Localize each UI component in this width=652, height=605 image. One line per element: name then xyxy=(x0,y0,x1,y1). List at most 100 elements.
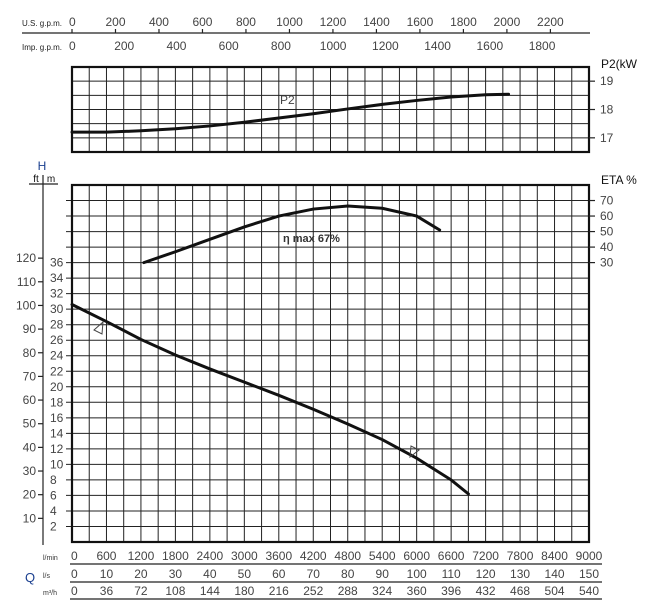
m-tick: 28 xyxy=(50,318,64,332)
bottom-scale-tick: 5400 xyxy=(369,549,396,563)
top-scale-tick: 400 xyxy=(149,15,169,29)
bottom-scale-tick: 288 xyxy=(338,584,358,598)
top-scale-tick: 1800 xyxy=(529,39,556,53)
eta-tick: 70 xyxy=(600,194,614,208)
top-scale-tick: 1400 xyxy=(363,15,390,29)
bottom-scale-tick: 216 xyxy=(269,584,289,598)
bottom-scale-tick: 130 xyxy=(510,567,530,581)
bottom-scale-tick: 432 xyxy=(476,584,496,598)
bottom-scale-tick: 110 xyxy=(442,567,461,581)
top-scale-tick: 400 xyxy=(166,39,186,53)
bottom-scale-tick: 60 xyxy=(272,567,286,581)
top-scale-tick: 600 xyxy=(192,15,212,29)
ft-tick: 120 xyxy=(16,251,36,265)
eta-tick: 40 xyxy=(600,240,614,254)
bottom-scale-tick: 20 xyxy=(134,567,148,581)
bottom-scale-tick: 6000 xyxy=(403,549,430,563)
top-scale-tick: 200 xyxy=(114,39,134,53)
bottom-scale-tick: 140 xyxy=(545,567,565,581)
bottom-scale-tick: 70 xyxy=(307,567,321,581)
bottom-scale-tick: 8400 xyxy=(541,549,568,563)
bottom-scale-tick: 30 xyxy=(169,567,183,581)
top-scale-tick: 800 xyxy=(271,39,291,53)
bottom-scale-tick: 0 xyxy=(71,567,78,581)
bottom-scale-label: m³/h xyxy=(43,590,57,597)
eta-tick: 50 xyxy=(600,225,614,239)
bottom-scale-label: l/s xyxy=(43,573,51,580)
m-tick: 18 xyxy=(50,395,64,409)
bottom-scale-tick: 540 xyxy=(579,584,599,598)
bottom-scale-tick: 396 xyxy=(441,584,461,598)
bottom-scale-tick: 10 xyxy=(100,567,114,581)
power-tick: 18 xyxy=(600,103,614,117)
bottom-scale-tick: 100 xyxy=(407,567,427,581)
bottom-scale-tick: 0 xyxy=(71,549,78,563)
ft-tick: 80 xyxy=(23,346,37,360)
m-tick: 2 xyxy=(50,519,57,533)
eta-tick: 30 xyxy=(600,256,614,270)
top-scale-tick: 1000 xyxy=(276,15,303,29)
m-tick: 24 xyxy=(50,349,64,363)
p2-curve-label: P2 xyxy=(280,93,295,107)
bottom-scale-tick: 2400 xyxy=(197,549,224,563)
m-tick: 32 xyxy=(50,287,64,301)
bottom-scale-tick: 7200 xyxy=(472,549,499,563)
p2-curve xyxy=(70,92,511,134)
ft-tick: 20 xyxy=(23,488,37,502)
power-axis-label: P2(kW xyxy=(601,57,638,71)
q-axis-label: Q xyxy=(25,570,35,585)
bottom-scale-tick: 252 xyxy=(303,584,323,598)
bottom-scale-tick: 120 xyxy=(476,567,496,581)
top-scale-tick: 200 xyxy=(105,15,125,29)
m-axis-label: m xyxy=(47,174,55,185)
top-scale-label: U.S. g.p.m. xyxy=(22,19,62,28)
ft-tick: 60 xyxy=(23,393,37,407)
top-scale-tick: 1600 xyxy=(476,39,503,53)
bottom-scale-tick: 504 xyxy=(545,584,565,598)
bottom-scale-tick: 600 xyxy=(96,549,116,563)
m-tick: 34 xyxy=(50,271,64,285)
bottom-scale-label: l/min xyxy=(43,555,58,562)
efficiency-curve xyxy=(142,204,442,265)
top-scale-tick: 600 xyxy=(219,39,239,53)
bottom-scale-tick: 468 xyxy=(510,584,530,598)
top-scale-tick: 1400 xyxy=(424,39,451,53)
m-tick: 4 xyxy=(50,504,57,518)
bottom-scale-tick: 6600 xyxy=(438,549,465,563)
top-scale-tick: 0 xyxy=(69,39,76,53)
m-tick: 16 xyxy=(50,411,64,425)
bottom-scale-tick: 36 xyxy=(100,584,114,598)
ft-tick: 70 xyxy=(23,369,37,383)
bottom-scale-tick: 324 xyxy=(372,584,392,598)
m-tick: 8 xyxy=(50,473,57,487)
m-tick: 22 xyxy=(50,364,64,378)
ft-tick: 10 xyxy=(23,511,37,525)
bottom-scale-tick: 108 xyxy=(165,584,185,598)
bottom-scale-tick: 180 xyxy=(234,584,254,598)
head-plot-frame xyxy=(70,183,591,544)
bottom-scale-tick: 40 xyxy=(203,567,217,581)
efficiency-max-label: η max 67% xyxy=(283,233,340,245)
top-scale-tick: 1000 xyxy=(320,39,347,53)
top-scale-tick: 800 xyxy=(236,15,256,29)
bottom-scale-tick: 0 xyxy=(71,584,78,598)
top-scale-tick: 1800 xyxy=(450,15,477,29)
operating-range-end-marker xyxy=(409,445,420,459)
bottom-scale-tick: 4800 xyxy=(334,549,361,563)
bottom-scale-tick: 150 xyxy=(579,567,599,581)
m-tick: 6 xyxy=(50,488,57,502)
bottom-scale-tick: 1800 xyxy=(162,549,189,563)
ft-axis-label: ft xyxy=(33,174,39,185)
m-tick: 10 xyxy=(50,457,64,471)
m-tick: 36 xyxy=(50,256,64,270)
power-tick: 17 xyxy=(600,131,614,145)
bottom-scale-tick: 360 xyxy=(407,584,427,598)
ft-tick: 40 xyxy=(23,440,37,454)
bottom-scale-tick: 50 xyxy=(238,567,252,581)
bottom-scale-tick: 3000 xyxy=(231,549,258,563)
top-scale-tick: 2200 xyxy=(537,15,564,29)
top-scale-tick: 0 xyxy=(69,15,76,29)
ft-tick: 90 xyxy=(23,322,37,336)
top-scale-label: Imp. g.p.m. xyxy=(22,43,62,52)
